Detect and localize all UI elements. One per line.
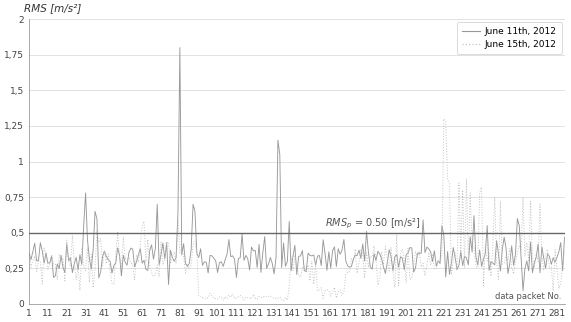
Text: RMS [m/s²]: RMS [m/s²] xyxy=(23,4,81,14)
Legend: June 11th, 2012, June 15th, 2012: June 11th, 2012, June 15th, 2012 xyxy=(457,22,562,54)
Text: data packet No.: data packet No. xyxy=(496,292,562,301)
Text: $\mathit{RMS}_\mathit{p}$ = 0.50 [m/s²]: $\mathit{RMS}_\mathit{p}$ = 0.50 [m/s²] xyxy=(325,216,421,231)
